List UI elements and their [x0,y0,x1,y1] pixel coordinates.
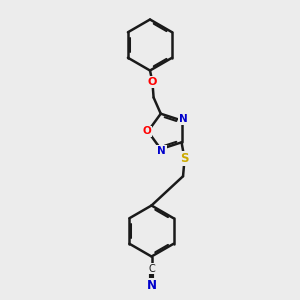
Text: S: S [180,152,189,165]
Text: O: O [142,126,151,136]
Text: N: N [146,279,157,292]
Text: N: N [157,146,166,156]
Text: N: N [179,114,188,124]
Text: C: C [148,263,155,274]
Text: O: O [148,77,157,87]
